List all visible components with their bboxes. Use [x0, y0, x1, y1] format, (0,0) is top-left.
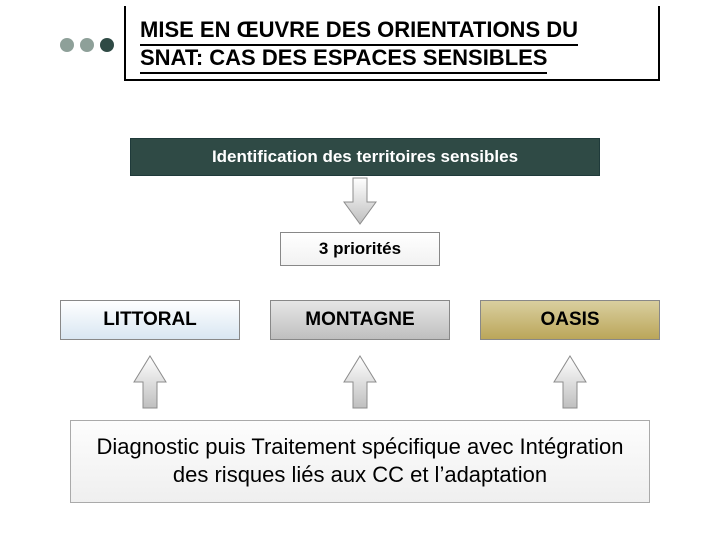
category-littoral: LITTORAL — [60, 300, 240, 340]
category-montagne: MONTAGNE — [270, 300, 450, 340]
arrow-up-icon — [132, 352, 168, 412]
priorities-box: 3 priorités — [280, 232, 440, 266]
slide: MISE EN ŒUVRE DES ORIENTATIONS DU SNAT: … — [0, 0, 720, 540]
bullet-dot — [60, 38, 74, 52]
categories-row: LITTORAL MONTAGNE OASIS — [60, 300, 660, 340]
bullet-dot — [100, 38, 114, 52]
arrow-up-icon — [342, 352, 378, 412]
category-oasis: OASIS — [480, 300, 660, 340]
arrows-up-row — [60, 346, 660, 416]
identification-bar: Identification des territoires sensibles — [130, 138, 600, 176]
bullet-dot — [80, 38, 94, 52]
title-block: MISE EN ŒUVRE DES ORIENTATIONS DU SNAT: … — [60, 6, 660, 81]
slide-title: MISE EN ŒUVRE DES ORIENTATIONS DU SNAT: … — [140, 17, 578, 74]
arrow-down-icon — [342, 176, 378, 226]
arrow-up-icon — [552, 352, 588, 412]
title-bullets — [60, 38, 114, 52]
diagnostic-box: Diagnostic puis Traitement spécifique av… — [70, 420, 650, 503]
title-box: MISE EN ŒUVRE DES ORIENTATIONS DU SNAT: … — [124, 6, 660, 81]
